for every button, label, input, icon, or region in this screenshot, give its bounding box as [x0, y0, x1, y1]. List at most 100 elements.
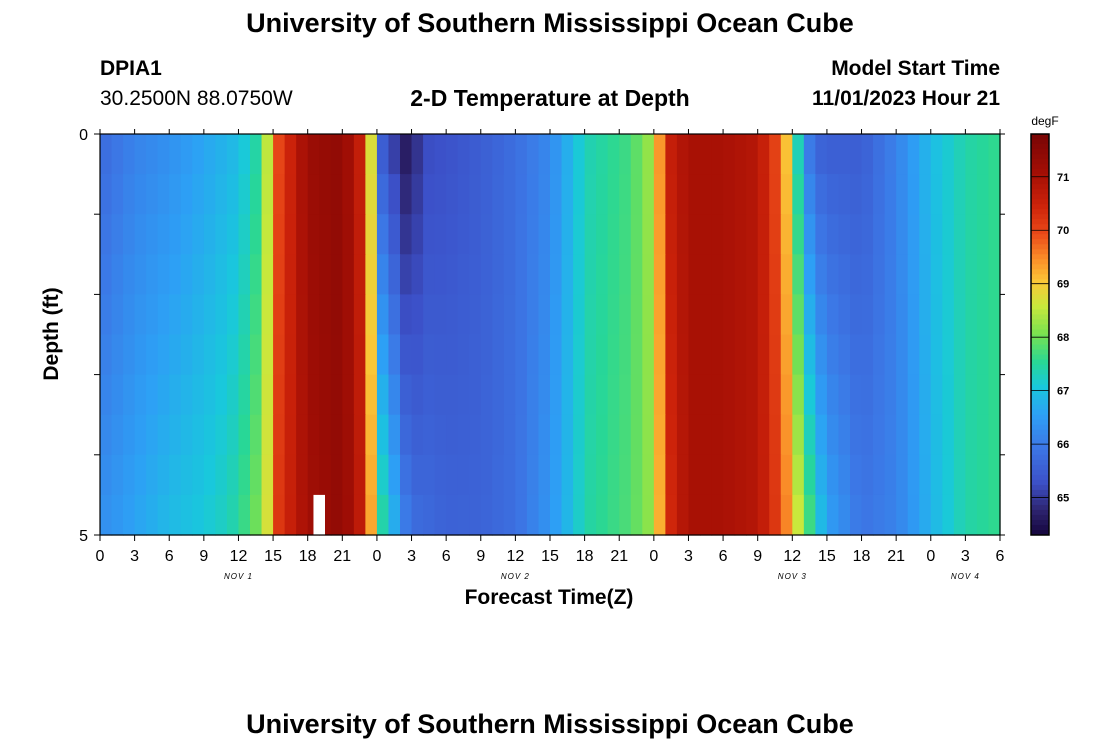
- heatmap-cell: [873, 174, 886, 215]
- heatmap-cell: [503, 174, 516, 215]
- heatmap-cell: [561, 294, 574, 336]
- heatmap-cell: [353, 454, 366, 496]
- heatmap-cell: [780, 174, 793, 215]
- x-tick-label: 18: [299, 548, 317, 565]
- heatmap-cell: [561, 174, 574, 215]
- colorbar-segment: [1031, 349, 1049, 356]
- colorbar-tick-label: 68: [1057, 332, 1069, 344]
- heatmap-cell: [942, 294, 955, 336]
- heatmap-cell: [573, 134, 586, 175]
- x-tick-label: 0: [372, 548, 381, 565]
- heatmap-cell: [376, 214, 390, 255]
- heatmap-cell: [815, 134, 828, 175]
- heatmap-cell: [734, 254, 747, 295]
- heatmap-cell: [676, 374, 690, 416]
- colorbar-segment: [1031, 159, 1049, 165]
- heatmap-cell: [942, 494, 955, 536]
- heatmap-cell: [492, 294, 505, 336]
- heatmap-cell: [619, 374, 632, 416]
- heatmap-cell: [388, 294, 401, 336]
- x-tick-label: 3: [684, 548, 693, 565]
- heatmap-cell: [376, 494, 390, 536]
- colorbar-segment: [1031, 479, 1049, 486]
- heatmap-cell: [965, 174, 978, 215]
- heatmap-cell: [550, 254, 563, 295]
- colorbar-segment: [1031, 379, 1049, 386]
- heatmap-cell: [134, 334, 147, 376]
- heatmap-cell: [411, 254, 424, 295]
- heatmap-cell: [907, 174, 920, 215]
- x-tick-label: 21: [333, 548, 351, 565]
- heatmap-cell: [250, 254, 263, 295]
- heatmap-cell: [503, 454, 516, 496]
- heatmap-cell: [330, 374, 343, 416]
- heatmap-cell: [561, 134, 574, 175]
- heatmap-cell: [423, 214, 436, 255]
- heatmap-cell: [826, 214, 840, 255]
- heatmap-cell: [307, 254, 320, 295]
- heatmap-cell: [434, 174, 447, 215]
- heatmap-cell: [780, 214, 793, 255]
- heatmap-cell: [907, 414, 920, 456]
- heatmap-cell: [711, 494, 724, 536]
- x-tick-label: 15: [264, 548, 282, 565]
- heatmap-cell: [538, 494, 551, 536]
- heatmap-cell: [965, 494, 978, 536]
- heatmap-cell: [203, 174, 216, 215]
- heatmap-cell: [250, 134, 263, 175]
- heatmap-cell: [250, 374, 263, 416]
- heatmap-cell: [584, 254, 597, 295]
- heatmap-cell: [261, 254, 274, 295]
- heatmap-cell: [342, 214, 355, 255]
- heatmap-cell: [434, 494, 447, 536]
- x-tick-label: 21: [610, 548, 628, 565]
- heatmap-cell: [411, 214, 424, 255]
- heatmap-cell: [965, 214, 978, 255]
- x-tick-label: 6: [996, 548, 1005, 565]
- heatmap-cell: [780, 414, 793, 456]
- heatmap-cell: [307, 134, 320, 175]
- heatmap-cell: [157, 374, 170, 416]
- heatmap-cell: [573, 174, 586, 215]
- heatmap-cell: [573, 254, 586, 295]
- colorbar-segment: [1031, 259, 1049, 265]
- heatmap-cell: [930, 174, 943, 215]
- heatmap-cell: [100, 454, 113, 496]
- heatmap-cell: [665, 134, 678, 175]
- heatmap-cell: [469, 134, 482, 175]
- heatmap-cell: [146, 374, 159, 416]
- heatmap-cell: [873, 134, 886, 175]
- heatmap-cell: [700, 214, 713, 255]
- heatmap-cell: [353, 334, 366, 376]
- heatmap-cell: [250, 334, 263, 376]
- heatmap-cell: [307, 374, 320, 416]
- heatmap-cell: [746, 134, 759, 175]
- heatmap-cell: [642, 254, 655, 295]
- heatmap-cell: [203, 494, 216, 536]
- heatmap-cell: [319, 414, 332, 456]
- heatmap-cell: [226, 374, 240, 416]
- colorbar-segment: [1031, 224, 1049, 230]
- heatmap-cell: [907, 294, 920, 336]
- colorbar-segment: [1031, 274, 1049, 280]
- heatmap-cell: [319, 134, 332, 175]
- heatmap-cell: [457, 454, 470, 496]
- heatmap-cell: [376, 334, 390, 376]
- heatmap-cell: [688, 414, 701, 456]
- heatmap-cell: [100, 294, 113, 336]
- colorbar-segment: [1031, 359, 1049, 366]
- colorbar-segment: [1031, 139, 1049, 145]
- heatmap-cell: [561, 374, 574, 416]
- heatmap-cell: [896, 334, 909, 376]
- heatmap-cell: [815, 494, 828, 536]
- heatmap-cell: [284, 294, 297, 336]
- heatmap-cell: [561, 254, 574, 295]
- heatmap-cell: [653, 414, 666, 456]
- colorbar-segment: [1031, 154, 1049, 160]
- heatmap-cell: [469, 294, 482, 336]
- heatmap-cell: [976, 214, 990, 255]
- heatmap-cell: [850, 254, 863, 295]
- heatmap-cell: [873, 454, 886, 496]
- heatmap-cell: [607, 374, 620, 416]
- heatmap-cell: [515, 254, 528, 295]
